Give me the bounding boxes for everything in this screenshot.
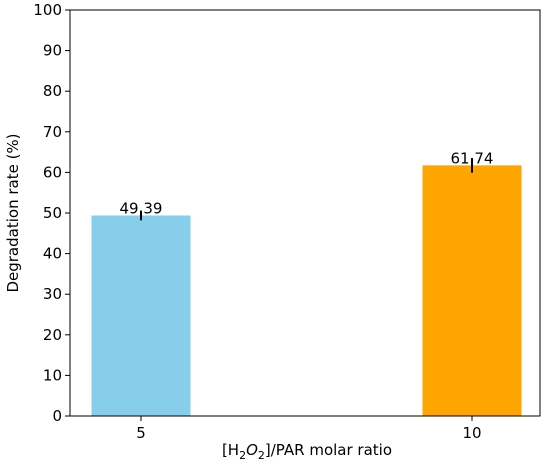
y-tick-label: 60 — [43, 163, 62, 181]
x-axis-label: [H2O2]/PAR molar ratio — [222, 441, 392, 462]
data-labels-group: 49.39 61.74 — [120, 149, 494, 217]
x-axis-label-prefix: [H — [222, 441, 239, 459]
y-tick-label: 50 — [43, 204, 62, 222]
data-label-10: 61.74 — [451, 149, 494, 167]
y-tick-label: 30 — [43, 285, 62, 303]
x-tick-label: 5 — [136, 424, 146, 442]
y-tick-label: 0 — [52, 407, 62, 425]
y-tick-label: 70 — [43, 123, 62, 141]
x-axis-label-mid: O — [246, 441, 258, 459]
y-tick-label: 80 — [43, 82, 62, 100]
y-tick-label: 20 — [43, 326, 62, 344]
error-bars-group — [140, 158, 473, 221]
bars-group — [91, 165, 522, 416]
plot-frame — [69, 9, 541, 417]
x-axis-label-sub2: 2 — [258, 449, 265, 462]
y-tick-label: 90 — [43, 42, 62, 60]
y-axis-label: Degradation rate (%) — [4, 133, 22, 292]
y-tick-label: 100 — [33, 1, 62, 19]
y-axis: 0 10 20 30 40 50 60 70 80 90 100 — [33, 1, 70, 425]
bar-5 — [91, 215, 191, 416]
x-tick-label: 10 — [462, 424, 481, 442]
x-axis-label-sub1: 2 — [239, 449, 246, 462]
bar-10 — [422, 165, 522, 416]
y-tick-label: 40 — [43, 245, 62, 263]
x-axis: 5 10 — [136, 416, 482, 442]
x-axis-label-suffix: ]/PAR molar ratio — [265, 441, 392, 459]
y-tick-label: 10 — [43, 366, 62, 384]
data-label-5: 49.39 — [120, 199, 163, 217]
